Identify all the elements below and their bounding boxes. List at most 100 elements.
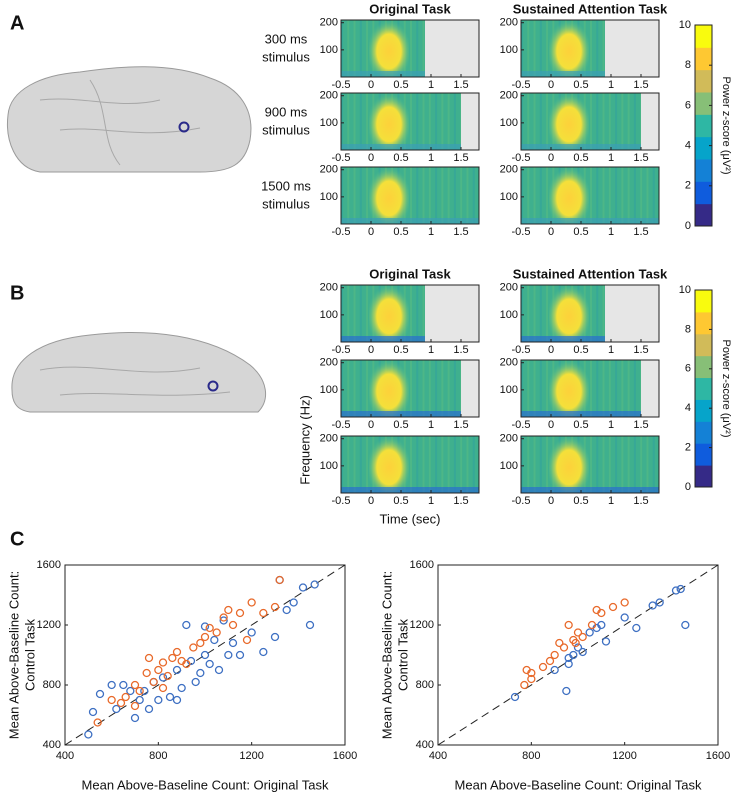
point (205, 623, 214, 633)
x-tick-label: 0 (548, 152, 554, 164)
x-tick-label: -0.5 (512, 419, 531, 431)
low-band (341, 336, 479, 342)
colorbar-tick-label: 6 (685, 99, 691, 111)
y-tick-label: 100 (320, 384, 338, 396)
response (369, 167, 409, 224)
x-tick-label: 1 (428, 152, 434, 164)
texture (366, 285, 369, 342)
point (228, 638, 238, 648)
point (648, 601, 657, 610)
texture (633, 167, 636, 224)
texture (353, 360, 356, 417)
response (549, 20, 589, 77)
texture (347, 20, 350, 77)
mask (425, 20, 479, 77)
texture (608, 436, 611, 493)
point (172, 695, 182, 705)
texture (546, 20, 549, 77)
colorbar-tick-label: 0 (685, 220, 691, 232)
point (144, 704, 154, 714)
point (550, 650, 559, 660)
y-tick-label: 800 (43, 679, 61, 691)
y-axis-label: Control Task (22, 618, 37, 691)
colorbar-step (695, 311, 712, 335)
colorbar-tick-label: 8 (685, 323, 691, 335)
x-tick-label: 0.5 (573, 495, 588, 507)
texture (596, 436, 599, 493)
texture (447, 360, 450, 417)
texture (447, 436, 450, 493)
texture (359, 285, 362, 342)
point (168, 653, 177, 663)
texture (640, 167, 643, 224)
x-tick-label: 0.5 (573, 152, 588, 164)
colorbar-tick-label: 2 (685, 180, 691, 192)
x-axis-label: Time (sec) (380, 511, 441, 526)
colorbar-tick-label: 4 (685, 402, 691, 414)
texture (347, 360, 350, 417)
texture (615, 436, 618, 493)
point (224, 605, 233, 615)
texture (428, 436, 431, 493)
texture (527, 20, 530, 77)
texture (521, 20, 523, 77)
point (189, 643, 198, 652)
x-tick-label: 0 (368, 495, 374, 507)
x-tick-label: 0 (368, 419, 374, 431)
y-tick-label: 200 (320, 17, 338, 29)
point (219, 613, 228, 622)
x-tick-label: 0.5 (573, 79, 588, 91)
texture (453, 167, 456, 224)
texture (521, 285, 523, 342)
point (219, 616, 228, 625)
texture (590, 20, 592, 77)
mask (605, 285, 659, 342)
x-tick-label: 0 (548, 495, 554, 507)
x-tick-label: 0.5 (393, 226, 408, 238)
low-band (521, 487, 659, 493)
y-tick-label: 400 (43, 739, 61, 751)
x-tick-label: 0 (548, 344, 554, 356)
point (130, 680, 140, 690)
point (93, 718, 102, 727)
texture (546, 167, 549, 224)
texture (441, 167, 444, 224)
texture (416, 20, 419, 77)
texture (546, 93, 549, 150)
colorbar-step (695, 421, 712, 444)
axes-box (340, 435, 480, 494)
texture (347, 285, 350, 342)
texture (353, 167, 356, 224)
point (144, 653, 154, 663)
texture (602, 360, 605, 417)
y-axis-label: Mean Above-Baseline Count: (379, 571, 394, 739)
colorbar-step (695, 92, 712, 115)
point (107, 680, 116, 690)
x-tick-label: 0.5 (393, 79, 408, 91)
point (242, 635, 252, 645)
texture (422, 93, 425, 150)
point (142, 668, 151, 678)
axes-box (520, 359, 660, 418)
x-tick-label: 1200 (612, 750, 636, 762)
point (601, 637, 611, 646)
texture (590, 360, 592, 417)
low-band (341, 411, 479, 417)
texture (366, 167, 369, 224)
texture (410, 360, 412, 417)
texture (615, 360, 618, 417)
texture (539, 20, 542, 77)
x-tick-label: -0.5 (332, 419, 351, 431)
texture (608, 93, 611, 150)
texture (341, 285, 343, 342)
point (149, 677, 158, 687)
point (196, 668, 205, 678)
colorbar-step (695, 399, 712, 422)
colorbar-box (694, 24, 713, 227)
point (282, 605, 291, 615)
point (121, 692, 130, 702)
texture (615, 167, 618, 224)
point (573, 628, 583, 637)
x-tick-label: 1.5 (453, 226, 468, 238)
